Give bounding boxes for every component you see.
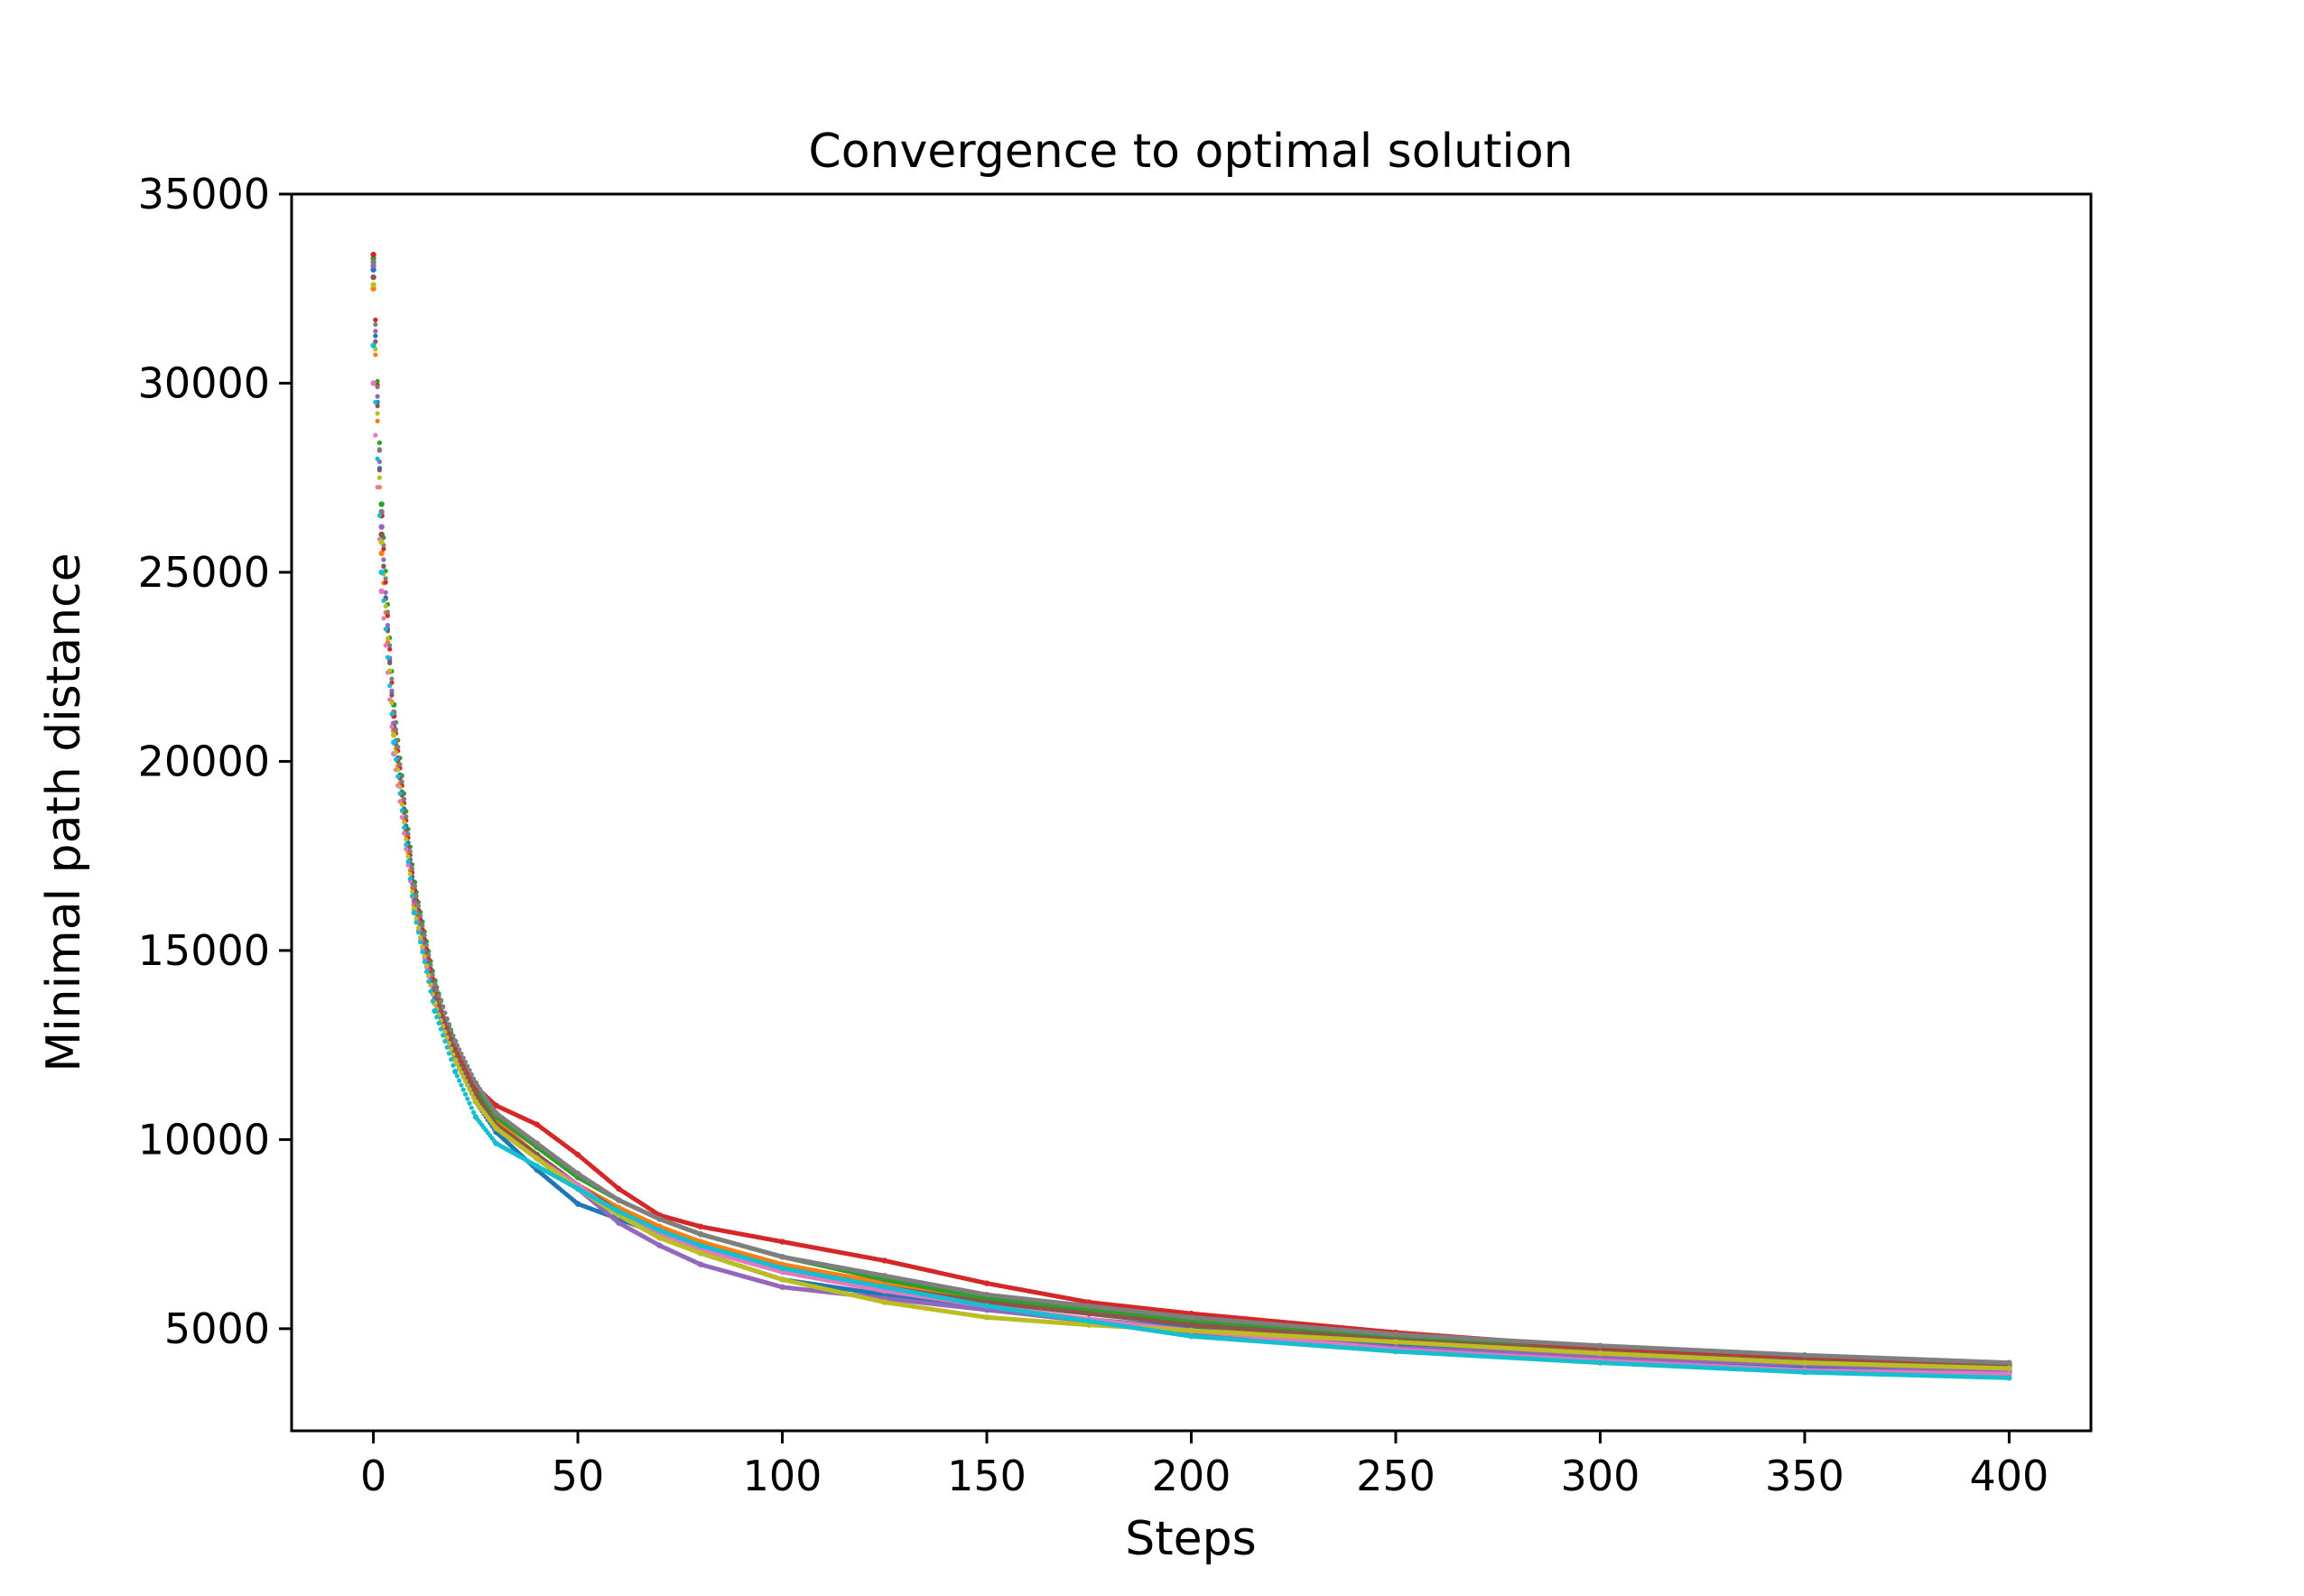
trace-dot (375, 378, 380, 384)
trace-dot (381, 564, 386, 570)
trace-dot (389, 724, 395, 729)
trace-dot (401, 830, 407, 836)
trace-dot (375, 485, 380, 490)
trace-dot (387, 660, 393, 666)
trace-dot (389, 688, 395, 693)
trace-dot (399, 814, 404, 821)
trace-dot (375, 394, 380, 399)
trace-dot (379, 524, 385, 530)
trace-dot (379, 532, 385, 537)
data-points-layer (370, 251, 2012, 1381)
trace-dot (376, 440, 382, 446)
trace-dot (385, 613, 391, 618)
trace-dot (370, 380, 376, 386)
trace-dot (376, 468, 382, 473)
trace-dot (370, 252, 376, 257)
trace-dot (373, 333, 378, 339)
trace-dot (404, 847, 409, 852)
trace-dot (389, 692, 395, 698)
trace-dot (375, 418, 380, 423)
trace-dot (383, 643, 388, 648)
trace-dot (373, 352, 378, 357)
chart-title: Convergence to optimal solution (808, 125, 1573, 179)
trace-dot (379, 501, 385, 507)
trace-dot (387, 646, 393, 652)
trace-dot (381, 557, 386, 562)
trace-dot (373, 432, 378, 438)
trace-dot (381, 616, 386, 621)
trace-dot (373, 329, 378, 334)
trace-dot (383, 580, 388, 585)
trace-dot (379, 551, 385, 556)
trace-dot (370, 274, 376, 280)
trace-dot (381, 546, 386, 552)
trace-dot (379, 589, 385, 594)
trace-dot (373, 317, 378, 322)
